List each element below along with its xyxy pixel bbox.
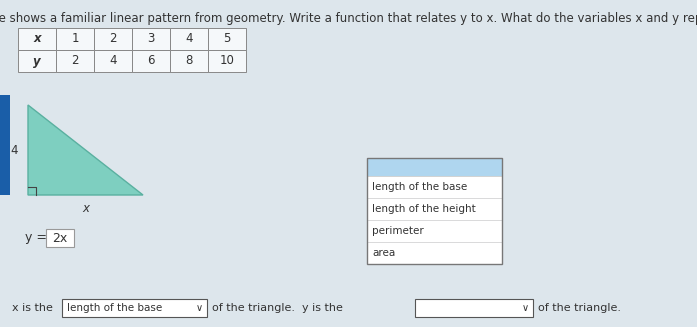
Bar [367, 198, 502, 220]
Text: The table shows a familiar linear pattern from geometry. Write a function that r: The table shows a familiar linear patter… [0, 12, 697, 25]
Text: ∨: ∨ [195, 303, 203, 313]
Text: length of the base: length of the base [372, 182, 467, 192]
Text: x: x [33, 32, 41, 45]
Text: area: area [372, 248, 395, 258]
Text: length of the base: length of the base [67, 303, 162, 313]
Bar [170, 28, 208, 50]
Text: 3: 3 [147, 32, 155, 45]
Text: y =: y = [25, 232, 47, 245]
Text: 1: 1 [71, 32, 79, 45]
Bar [46, 229, 74, 247]
Bar [0, 95, 10, 195]
Bar [367, 220, 502, 242]
Bar [56, 50, 94, 72]
Text: 8: 8 [185, 55, 192, 67]
Text: x is the: x is the [12, 303, 53, 313]
Bar [62, 299, 207, 317]
Bar [132, 28, 170, 50]
Text: 6: 6 [147, 55, 155, 67]
Text: 2x: 2x [52, 232, 68, 245]
Bar [94, 28, 132, 50]
Text: 5: 5 [223, 32, 231, 45]
Text: 10: 10 [220, 55, 234, 67]
Bar [18, 50, 56, 72]
Polygon shape [28, 105, 143, 195]
Text: length of the height: length of the height [372, 204, 476, 214]
Bar [367, 158, 502, 176]
Bar [208, 50, 246, 72]
Bar [367, 242, 502, 264]
Bar [132, 50, 170, 72]
Text: y: y [33, 55, 41, 67]
Bar [415, 299, 533, 317]
Bar [170, 50, 208, 72]
Bar [18, 28, 56, 50]
Bar [94, 50, 132, 72]
Text: of the triangle.: of the triangle. [538, 303, 621, 313]
Bar [56, 28, 94, 50]
Text: 2: 2 [71, 55, 79, 67]
Text: perimeter: perimeter [372, 226, 424, 236]
Bar [367, 176, 502, 198]
Text: x: x [82, 201, 89, 215]
Text: 4: 4 [185, 32, 193, 45]
Text: 2: 2 [109, 32, 117, 45]
Text: 4: 4 [10, 144, 17, 157]
Text: 4: 4 [109, 55, 117, 67]
Text: of the triangle.  y is the: of the triangle. y is the [212, 303, 343, 313]
Bar [367, 158, 502, 264]
Text: ∨: ∨ [521, 303, 528, 313]
Bar [208, 28, 246, 50]
